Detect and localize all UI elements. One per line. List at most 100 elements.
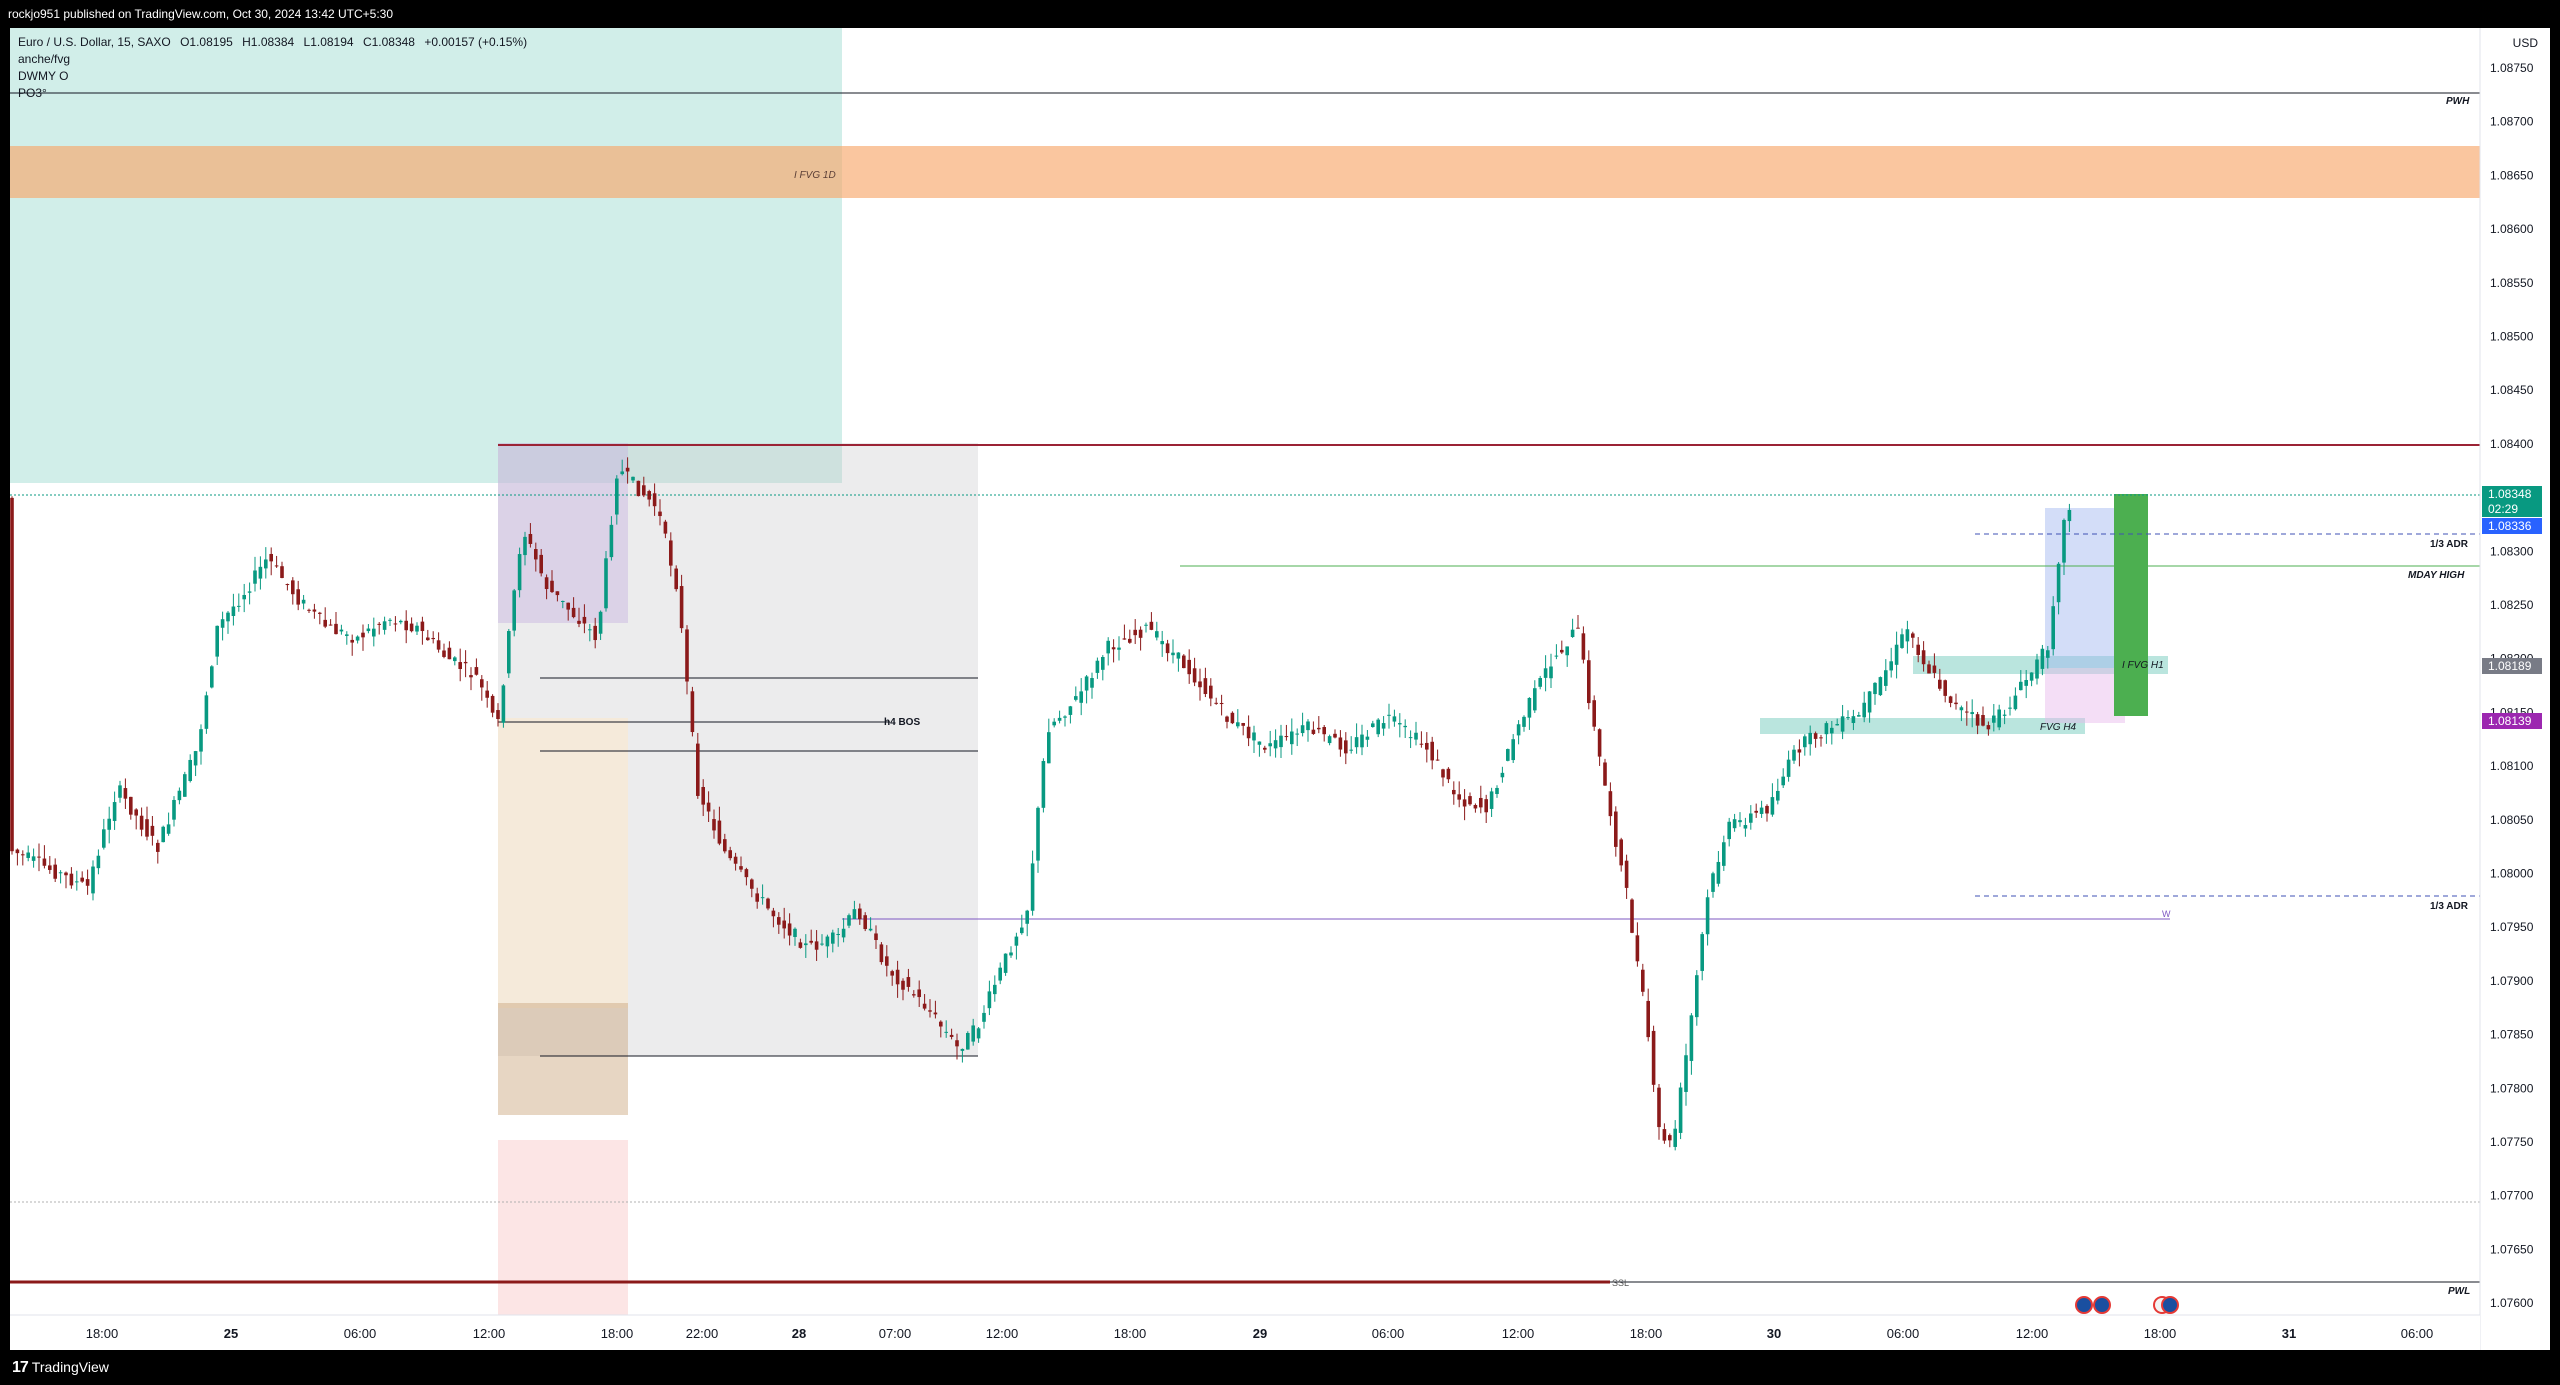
candle-body bbox=[1570, 629, 1575, 638]
candle-body bbox=[582, 616, 587, 624]
candle-body bbox=[150, 825, 155, 836]
candle-body bbox=[280, 566, 284, 578]
candle-body bbox=[85, 879, 90, 886]
price-tick-label: 1.07650 bbox=[2490, 1242, 2534, 1256]
candle-body bbox=[480, 679, 484, 688]
candle-body bbox=[447, 647, 452, 660]
legend-low: L1.08194 bbox=[303, 35, 354, 49]
candle-body bbox=[1597, 729, 1602, 757]
candle-body bbox=[517, 554, 522, 591]
candle-body bbox=[361, 632, 365, 638]
candle-body bbox=[1684, 1055, 1688, 1092]
ssl-label: SSL bbox=[1612, 1278, 1629, 1288]
candle-body bbox=[658, 511, 662, 517]
candle-body bbox=[1084, 676, 1089, 691]
eu-flag-icon[interactable] bbox=[2075, 1296, 2093, 1314]
candle-body bbox=[1117, 647, 1121, 650]
candle-body bbox=[1916, 644, 1920, 655]
candle-body bbox=[355, 636, 360, 641]
candle-body bbox=[1025, 910, 1029, 924]
candle-body bbox=[474, 667, 479, 675]
time-tick-label: 06:00 bbox=[344, 1326, 377, 1341]
candle-body bbox=[836, 933, 840, 935]
candle-body bbox=[10, 497, 14, 852]
candle-body bbox=[858, 908, 862, 920]
eu-flag-icon-2[interactable] bbox=[2093, 1296, 2111, 1314]
candle-body bbox=[469, 675, 473, 678]
price-axis-bg[interactable] bbox=[2480, 28, 2550, 1350]
time-tick-label: 12:00 bbox=[986, 1326, 1019, 1341]
chart-canvas[interactable]: I FVG 1D PWH PWL h4 BOS 1/3 ADR MDAY HIG… bbox=[10, 28, 2550, 1350]
time-tick-label: 18:00 bbox=[1630, 1326, 1663, 1341]
candle-body bbox=[496, 710, 500, 719]
candle-body bbox=[2062, 519, 2066, 563]
candle-body bbox=[814, 941, 819, 950]
candle-body bbox=[1219, 702, 1224, 705]
candle-series bbox=[10, 457, 2072, 1151]
candle-body bbox=[1371, 723, 1375, 727]
candle-body bbox=[1754, 810, 1758, 813]
candle-body bbox=[1279, 735, 1283, 748]
pwh-label: PWH bbox=[2446, 96, 2470, 107]
price-badge-label: 1.08348 bbox=[2488, 487, 2532, 501]
candle-body bbox=[1230, 712, 1235, 724]
time-tick-label: 25 bbox=[224, 1326, 238, 1341]
us-flag-icon-2[interactable] bbox=[2161, 1296, 2179, 1314]
candle-body bbox=[1052, 721, 1056, 726]
candle-body bbox=[253, 570, 257, 584]
footer-brand[interactable]: TradingView bbox=[31, 1359, 109, 1375]
legend-indicator-2[interactable]: DWMY O bbox=[18, 69, 69, 83]
legend-indicator-3[interactable]: PO3° bbox=[18, 86, 47, 100]
candle-body bbox=[420, 621, 425, 632]
price-badge bbox=[2482, 713, 2542, 729]
price-tick-label: 1.07600 bbox=[2490, 1296, 2534, 1310]
candle-body bbox=[760, 897, 765, 899]
candle-body bbox=[1311, 729, 1316, 734]
candle-body bbox=[1381, 723, 1386, 729]
candle-body bbox=[366, 628, 371, 632]
candle-body bbox=[1295, 733, 1299, 735]
price-badge bbox=[2482, 658, 2542, 674]
economic-event-icons[interactable] bbox=[2075, 1296, 2179, 1314]
candle-body bbox=[782, 920, 786, 929]
candle-body bbox=[31, 856, 36, 861]
time-axis-bg[interactable] bbox=[10, 1315, 2480, 1350]
candle-body bbox=[318, 612, 322, 614]
candle-body bbox=[328, 624, 333, 626]
time-tick-label: 07:00 bbox=[879, 1326, 912, 1341]
candle-body bbox=[107, 818, 111, 830]
candle-body bbox=[717, 820, 722, 844]
candle-body bbox=[123, 788, 128, 799]
candle-body bbox=[1344, 740, 1348, 754]
candle-body bbox=[1711, 873, 1715, 892]
candle-body bbox=[820, 943, 824, 945]
candle-body bbox=[512, 590, 516, 631]
tradingview-logo-icon[interactable]: 17 bbox=[12, 1359, 29, 1376]
candle-body bbox=[2002, 714, 2007, 716]
candle-body bbox=[1700, 934, 1704, 971]
candle-body bbox=[874, 933, 878, 941]
candle-body bbox=[679, 586, 684, 629]
candle-body bbox=[1203, 678, 1208, 695]
candle-body bbox=[561, 600, 565, 602]
candle-body bbox=[188, 759, 192, 781]
candle-body bbox=[1441, 769, 1445, 778]
candle-body bbox=[966, 1032, 970, 1050]
candle-body bbox=[1792, 749, 1796, 761]
candle-body bbox=[1695, 975, 1699, 1018]
time-tick-label: 28 bbox=[792, 1326, 806, 1341]
legend-symbol[interactable]: Euro / U.S. Dollar, 15, SAXO bbox=[18, 35, 171, 49]
legend-close: C1.08348 bbox=[362, 35, 415, 49]
candle-body bbox=[269, 553, 273, 562]
candle-body bbox=[647, 491, 651, 500]
candle-body bbox=[620, 471, 624, 475]
candle-body bbox=[1144, 624, 1148, 626]
legend-indicator-1[interactable]: anche/fvg bbox=[18, 52, 71, 66]
candle-body bbox=[1543, 668, 1548, 678]
candle-body bbox=[971, 1025, 975, 1042]
candle-body bbox=[58, 872, 63, 874]
candle-body bbox=[1986, 725, 1991, 730]
candle-body bbox=[1198, 681, 1202, 688]
chart-frame[interactable]: I FVG 1D PWH PWL h4 BOS 1/3 ADR MDAY HIG… bbox=[10, 28, 2550, 1350]
candle-body bbox=[102, 829, 106, 848]
